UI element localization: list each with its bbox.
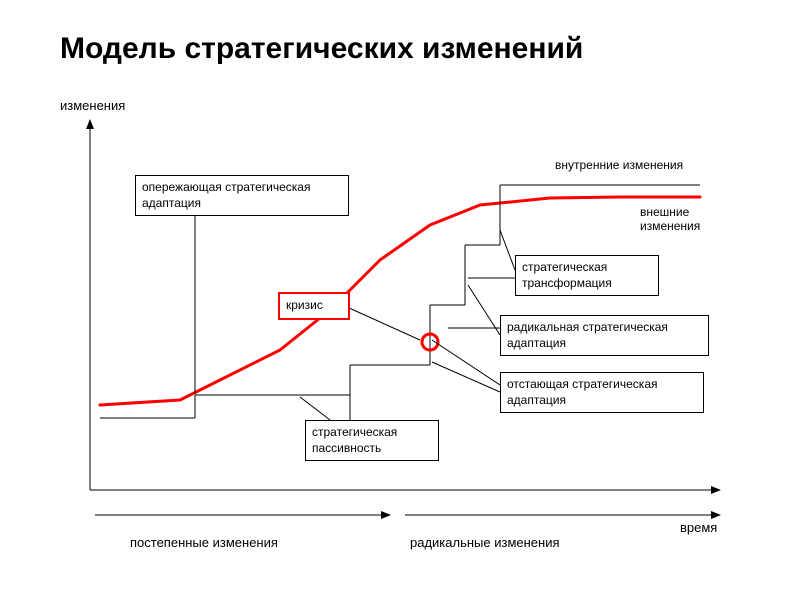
y-axis-label: изменения bbox=[60, 98, 125, 113]
curve-end-label: внешние изменения bbox=[640, 205, 700, 233]
bottom-left-label: постепенные изменения bbox=[130, 535, 278, 550]
box-crisis: кризис bbox=[278, 292, 350, 320]
x-axis-label: время bbox=[680, 520, 717, 535]
stair-end-label: внутренние изменения bbox=[555, 158, 683, 172]
bottom-right-label: радикальные изменения bbox=[410, 535, 560, 550]
box-passivity: стратегическая пассивность bbox=[305, 420, 439, 461]
box-lagging: отстающая стратегическая адаптация bbox=[500, 372, 704, 413]
box-anticipatory: опережающая стратегическая адаптация bbox=[135, 175, 349, 216]
diagram-container: изменения время постепенные изменения ра… bbox=[0, 60, 800, 600]
box-radical: радикальная стратегическая адаптация bbox=[500, 315, 709, 356]
box-transformation: стратегическая трансформация bbox=[515, 255, 659, 296]
